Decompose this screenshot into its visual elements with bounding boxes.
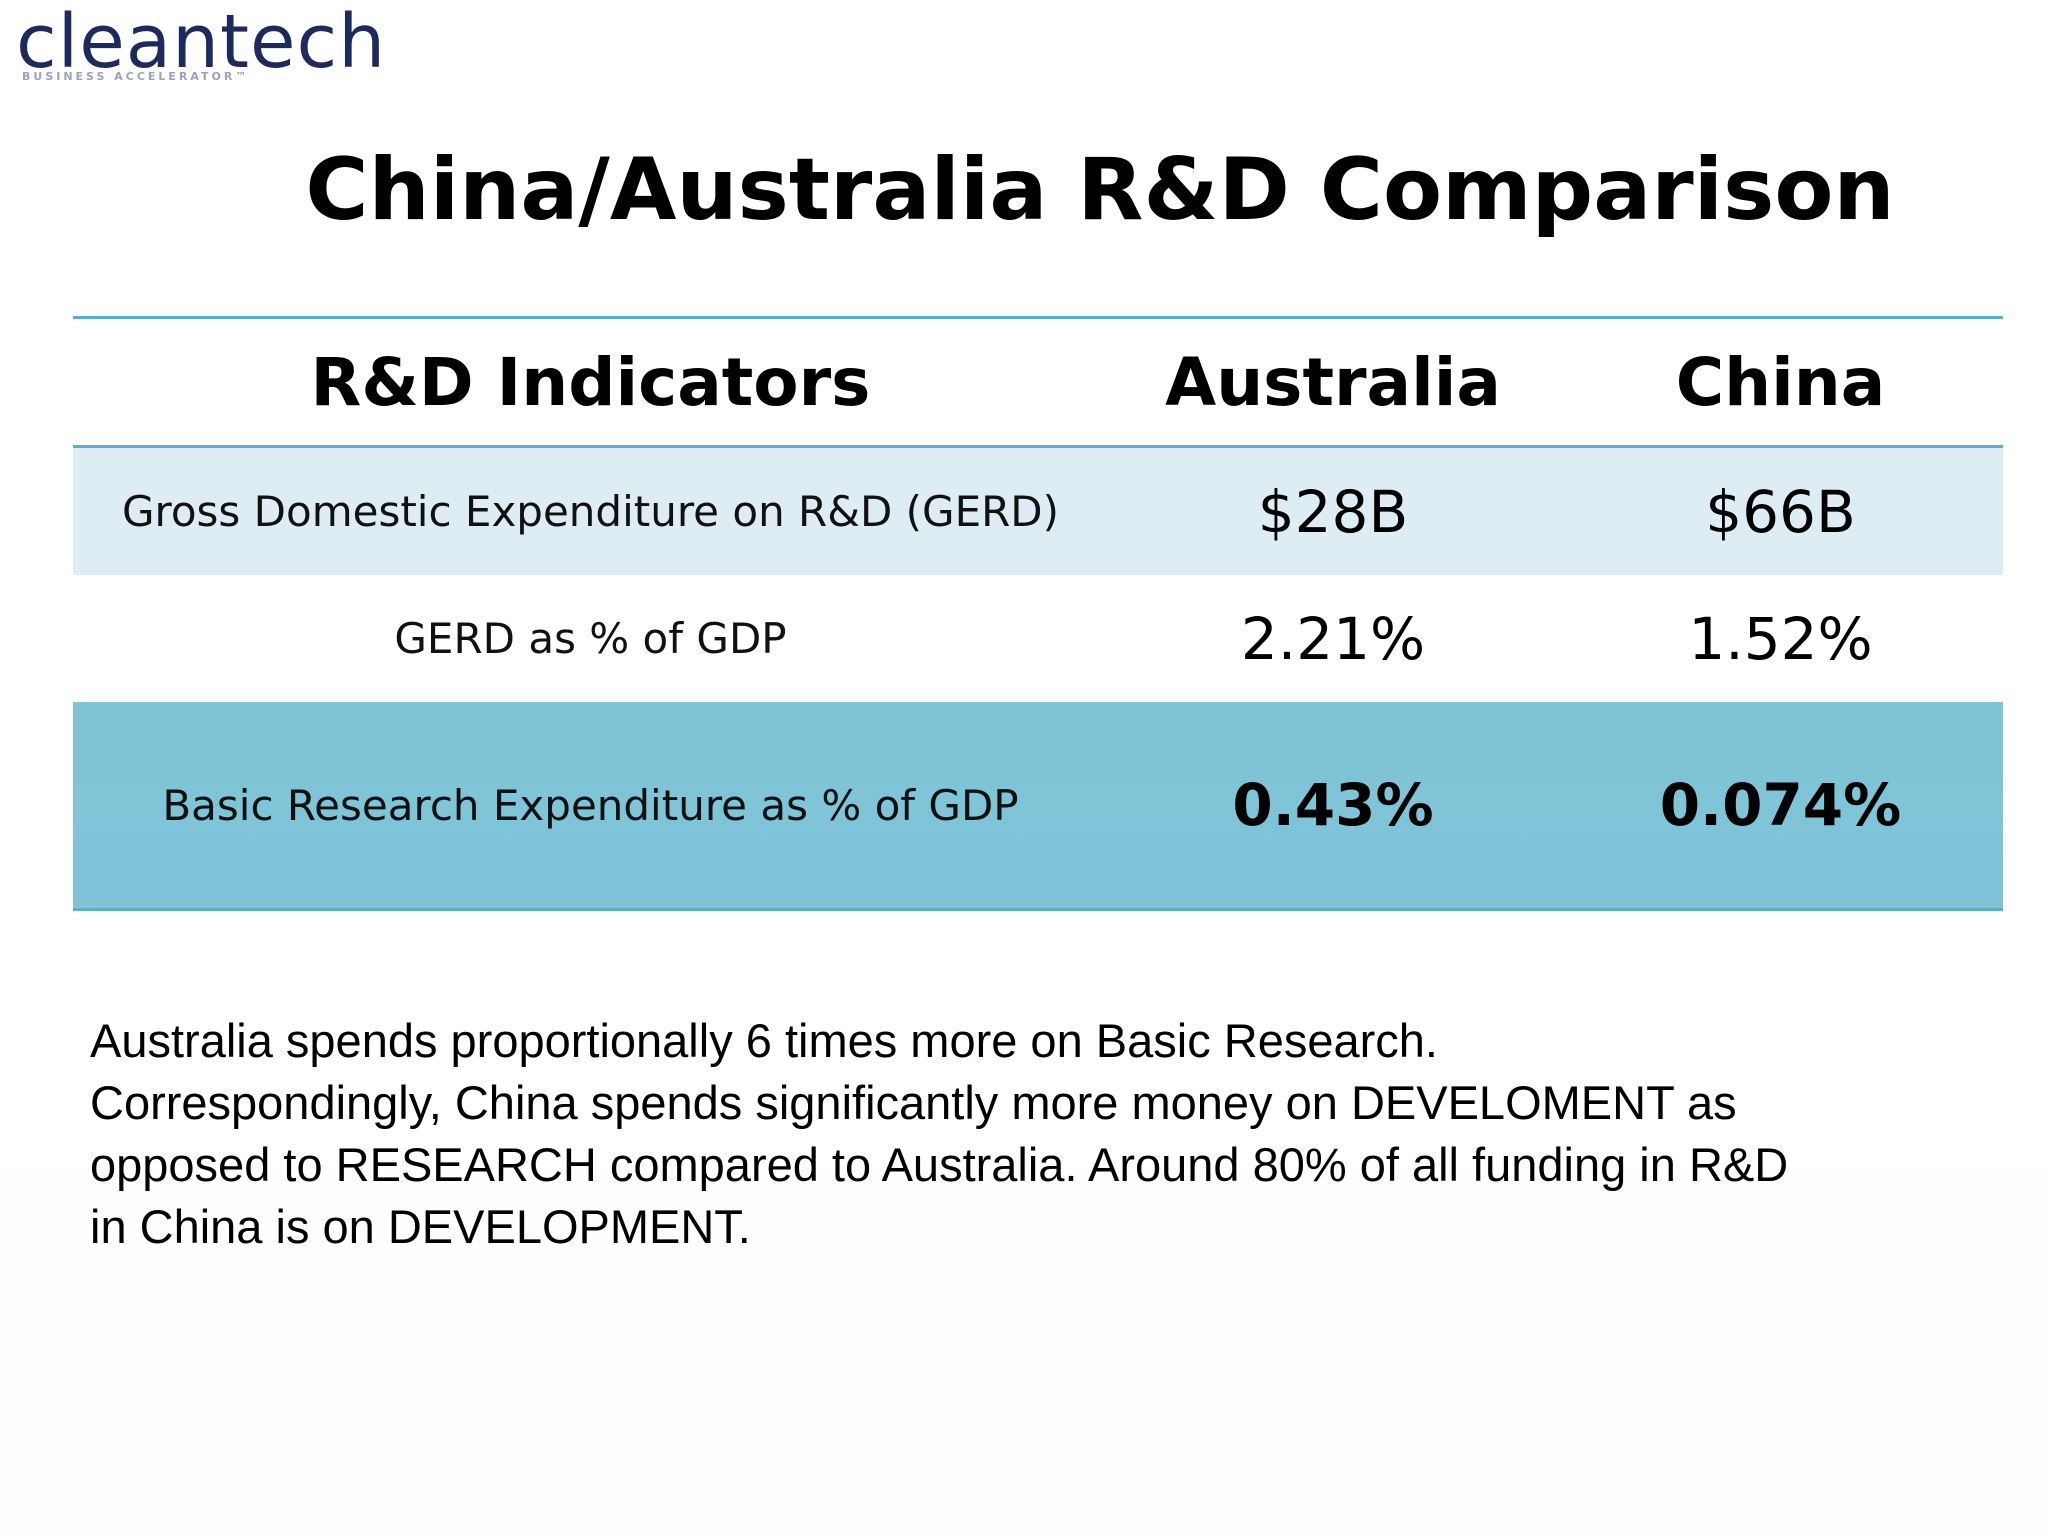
header-indicators: R&D Indicators xyxy=(310,343,871,421)
paragraph-line: in China is on DEVELOPMENT. xyxy=(90,1200,751,1253)
row-value-china: 1.52% xyxy=(1688,604,1873,673)
row-indicator-gerd: Gross Domestic Expenditure on R&D (GERD) xyxy=(121,487,1060,536)
row-value-australia: 2.21% xyxy=(1240,604,1426,673)
comparison-table: R&D Indicators Australia China Gross Dom… xyxy=(73,316,2003,911)
paragraph-line: Australia spends proportionally 6 times … xyxy=(90,1014,1438,1067)
table-row: Gross Domestic Expenditure on R&D (GERD)… xyxy=(73,448,2003,575)
table-row-highlight: Basic Research Expenditure as % of GDP 0… xyxy=(73,702,2003,908)
logo-wordmark: cleantech xyxy=(16,0,387,85)
slide-title: China/Australia R&D Comparison xyxy=(305,140,1895,240)
row-value-australia: $28B xyxy=(1257,477,1409,546)
header-australia: Australia xyxy=(1165,343,1501,421)
header-china: China xyxy=(1675,343,1886,421)
table-row: GERD as % of GDP 2.21% 1.52% xyxy=(73,575,2003,702)
paragraph-line: opposed to RESEARCH compared to Australi… xyxy=(90,1138,1789,1191)
table-header-row: R&D Indicators Australia China xyxy=(73,319,2003,448)
row-indicator-basic-research: Basic Research Expenditure as % of GDP xyxy=(162,780,1019,830)
cleantech-logo: cleantech BUSINESS ACCELERATOR™ xyxy=(16,0,396,90)
paragraph-line: Correspondingly, China spends significan… xyxy=(90,1076,1737,1129)
row-value-australia: 0.43% xyxy=(1232,771,1434,839)
row-indicator-gerd-gdp: GERD as % of GDP xyxy=(394,614,787,663)
summary-paragraph: Australia spends proportionally 6 times … xyxy=(90,1010,1990,1258)
row-value-china: 0.074% xyxy=(1659,771,1902,839)
row-value-china: $66B xyxy=(1705,477,1856,546)
logo-tagline: BUSINESS ACCELERATOR™ xyxy=(22,70,250,83)
